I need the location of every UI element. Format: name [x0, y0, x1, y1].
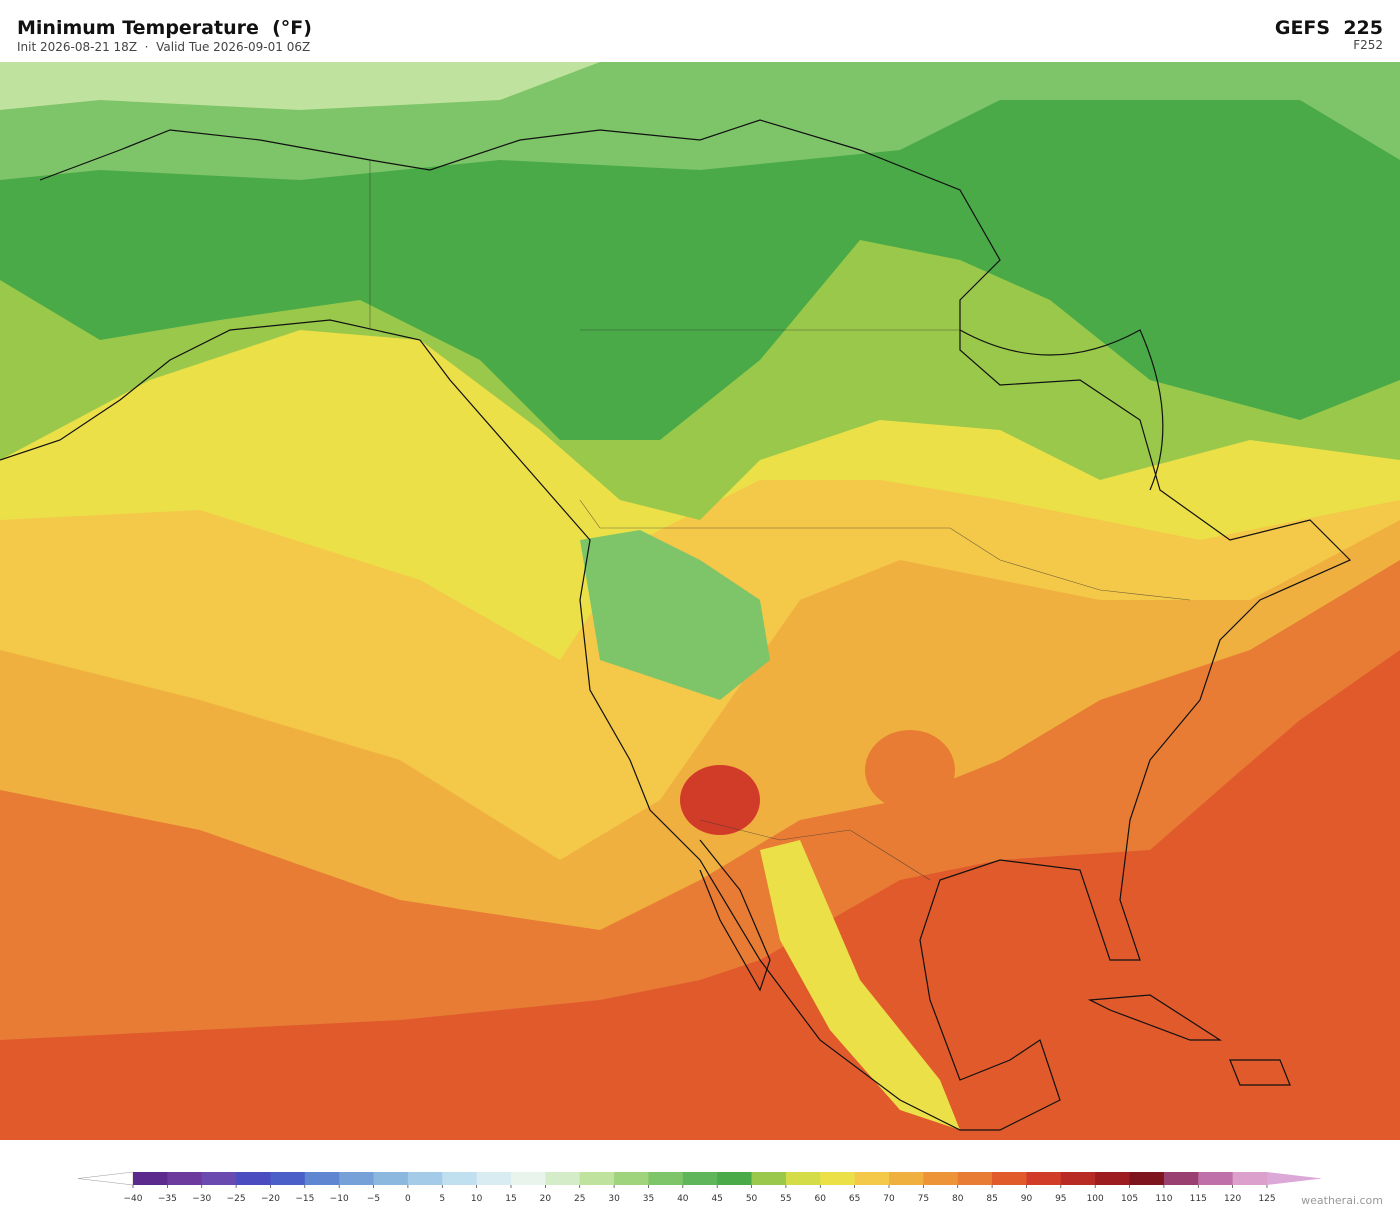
colorbar-label: 15: [505, 1194, 516, 1204]
colorbar-swatch: [992, 1172, 1027, 1185]
colorbar-swatch: [167, 1172, 203, 1185]
colorbar-swatch: [579, 1172, 615, 1185]
colorbar-label: 35: [643, 1194, 654, 1204]
colorbar-label: 65: [849, 1194, 860, 1204]
colorbar-extend-low: [77, 1171, 134, 1186]
colorbar-label: 90: [1021, 1194, 1033, 1204]
colorbar-swatch: [407, 1172, 443, 1185]
colorbar-label: −40: [124, 1194, 143, 1204]
colorbar-label: 125: [1258, 1194, 1275, 1204]
colorbar-label: 0: [405, 1194, 411, 1204]
colorbar-label: 25: [574, 1194, 585, 1204]
colorbar-label: 85: [986, 1194, 997, 1204]
colorbar-label: −30: [192, 1194, 211, 1204]
colorbar-label: −25: [227, 1194, 246, 1204]
colorbar-swatch: [1232, 1172, 1268, 1185]
colorbar-label: 75: [918, 1194, 929, 1204]
colorbar-label: 50: [746, 1194, 758, 1204]
colorbar-swatch: [1026, 1172, 1062, 1185]
colorbar-swatch: [923, 1172, 959, 1185]
colorbar-label: 100: [1087, 1194, 1104, 1204]
colorbar-swatch: [1198, 1172, 1234, 1185]
colorbar-label: 120: [1224, 1194, 1241, 1204]
colorbar-extend-high: [1267, 1172, 1322, 1185]
colorbar-swatch: [854, 1172, 890, 1185]
colorbar-label: 60: [815, 1194, 827, 1204]
colorbar-swatch: [304, 1172, 340, 1185]
colorbar-label: −35: [158, 1194, 177, 1204]
colorbar-swatch: [270, 1172, 306, 1185]
colorbar-label: 30: [608, 1194, 620, 1204]
watermark: weatherai.com: [1301, 1194, 1383, 1207]
colorbar-swatch: [236, 1172, 271, 1185]
colorbar: −40 −35 −30 −25 −20 −15 −10 −5 0 5 10 15 20 25 30 35 40 4…: [77, 1171, 1322, 1204]
colorbar-swatch: [1163, 1172, 1199, 1185]
subtitle: Init 2026-08-21 18Z · Valid Tue 2026-09-…: [17, 40, 310, 54]
colorbar-label: 5: [439, 1194, 445, 1204]
colorbar-label: 55: [780, 1194, 791, 1204]
colorbar-swatch: [133, 1172, 168, 1185]
colorbar-swatch: [442, 1172, 478, 1185]
colorbar-swatch: [785, 1172, 821, 1185]
colorbar-swatch: [1095, 1172, 1131, 1185]
colorbar-label: 45: [711, 1194, 722, 1204]
colorbar-swatch: [717, 1172, 753, 1185]
colorbar-label: 70: [883, 1194, 895, 1204]
colorbar-label: 10: [471, 1194, 483, 1204]
colorbar-label: −5: [367, 1194, 380, 1204]
colorbar-swatch: [1129, 1172, 1165, 1185]
title: Minimum Temperature (°F): [17, 17, 312, 39]
colorbar-swatch: [201, 1172, 237, 1185]
colorbar-swatch: [1060, 1172, 1096, 1185]
colorbar-label: −20: [261, 1194, 280, 1204]
colorbar-label: −15: [295, 1194, 314, 1204]
colorbar-swatch: [476, 1172, 512, 1185]
colorbar-label: 110: [1155, 1194, 1172, 1204]
map: [0, 62, 1400, 1140]
colorbar-swatch: [373, 1172, 409, 1185]
colorbar-label: 105: [1121, 1194, 1138, 1204]
colorbar-swatch: [889, 1172, 924, 1185]
colorbar-swatch: [511, 1172, 546, 1185]
colorbar-label: 95: [1055, 1194, 1066, 1204]
colorbar-swatch: [614, 1172, 649, 1185]
colorbar-label: 20: [540, 1194, 552, 1204]
colorbar-swatch: [545, 1172, 581, 1185]
colorbar-swatch: [648, 1172, 684, 1185]
colorbar-swatch: [751, 1172, 787, 1185]
colorbar-label: 80: [952, 1194, 964, 1204]
colorbar-swatch: [682, 1172, 718, 1185]
colorbar-swatch: [820, 1172, 856, 1185]
colorbar-label: 115: [1190, 1194, 1207, 1204]
colorbar-swatch: [339, 1172, 375, 1185]
forecast-hour: F252: [1353, 38, 1383, 52]
colorbar-swatch: [957, 1172, 993, 1185]
model-label: GEFS 225: [1275, 17, 1383, 39]
colorbar-label: 40: [677, 1194, 689, 1204]
colorbar-label: −10: [330, 1194, 349, 1204]
